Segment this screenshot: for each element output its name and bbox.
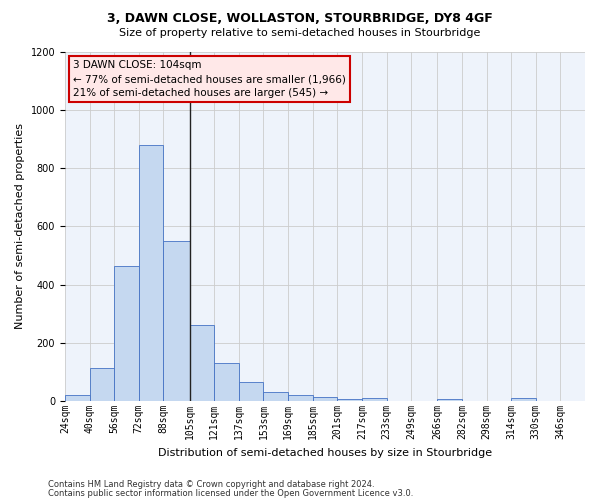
Bar bbox=[362, 398, 386, 401]
Bar bbox=[190, 326, 214, 401]
Text: Contains public sector information licensed under the Open Government Licence v3: Contains public sector information licen… bbox=[48, 488, 413, 498]
Bar bbox=[437, 399, 462, 401]
Bar bbox=[239, 382, 263, 401]
Bar bbox=[89, 368, 114, 401]
X-axis label: Distribution of semi-detached houses by size in Stourbridge: Distribution of semi-detached houses by … bbox=[158, 448, 492, 458]
Bar bbox=[263, 392, 288, 401]
Bar bbox=[511, 398, 536, 401]
Bar bbox=[114, 266, 139, 401]
Text: 3, DAWN CLOSE, WOLLASTON, STOURBRIDGE, DY8 4GF: 3, DAWN CLOSE, WOLLASTON, STOURBRIDGE, D… bbox=[107, 12, 493, 26]
Bar bbox=[288, 394, 313, 401]
Bar bbox=[163, 241, 190, 401]
Y-axis label: Number of semi-detached properties: Number of semi-detached properties bbox=[15, 124, 25, 330]
Bar bbox=[65, 396, 89, 401]
Bar bbox=[337, 399, 362, 401]
Bar bbox=[313, 397, 337, 401]
Bar bbox=[214, 364, 239, 401]
Text: 3 DAWN CLOSE: 104sqm
← 77% of semi-detached houses are smaller (1,966)
21% of se: 3 DAWN CLOSE: 104sqm ← 77% of semi-detac… bbox=[73, 60, 346, 98]
Text: Contains HM Land Registry data © Crown copyright and database right 2024.: Contains HM Land Registry data © Crown c… bbox=[48, 480, 374, 489]
Bar bbox=[139, 144, 163, 401]
Text: Size of property relative to semi-detached houses in Stourbridge: Size of property relative to semi-detach… bbox=[119, 28, 481, 38]
